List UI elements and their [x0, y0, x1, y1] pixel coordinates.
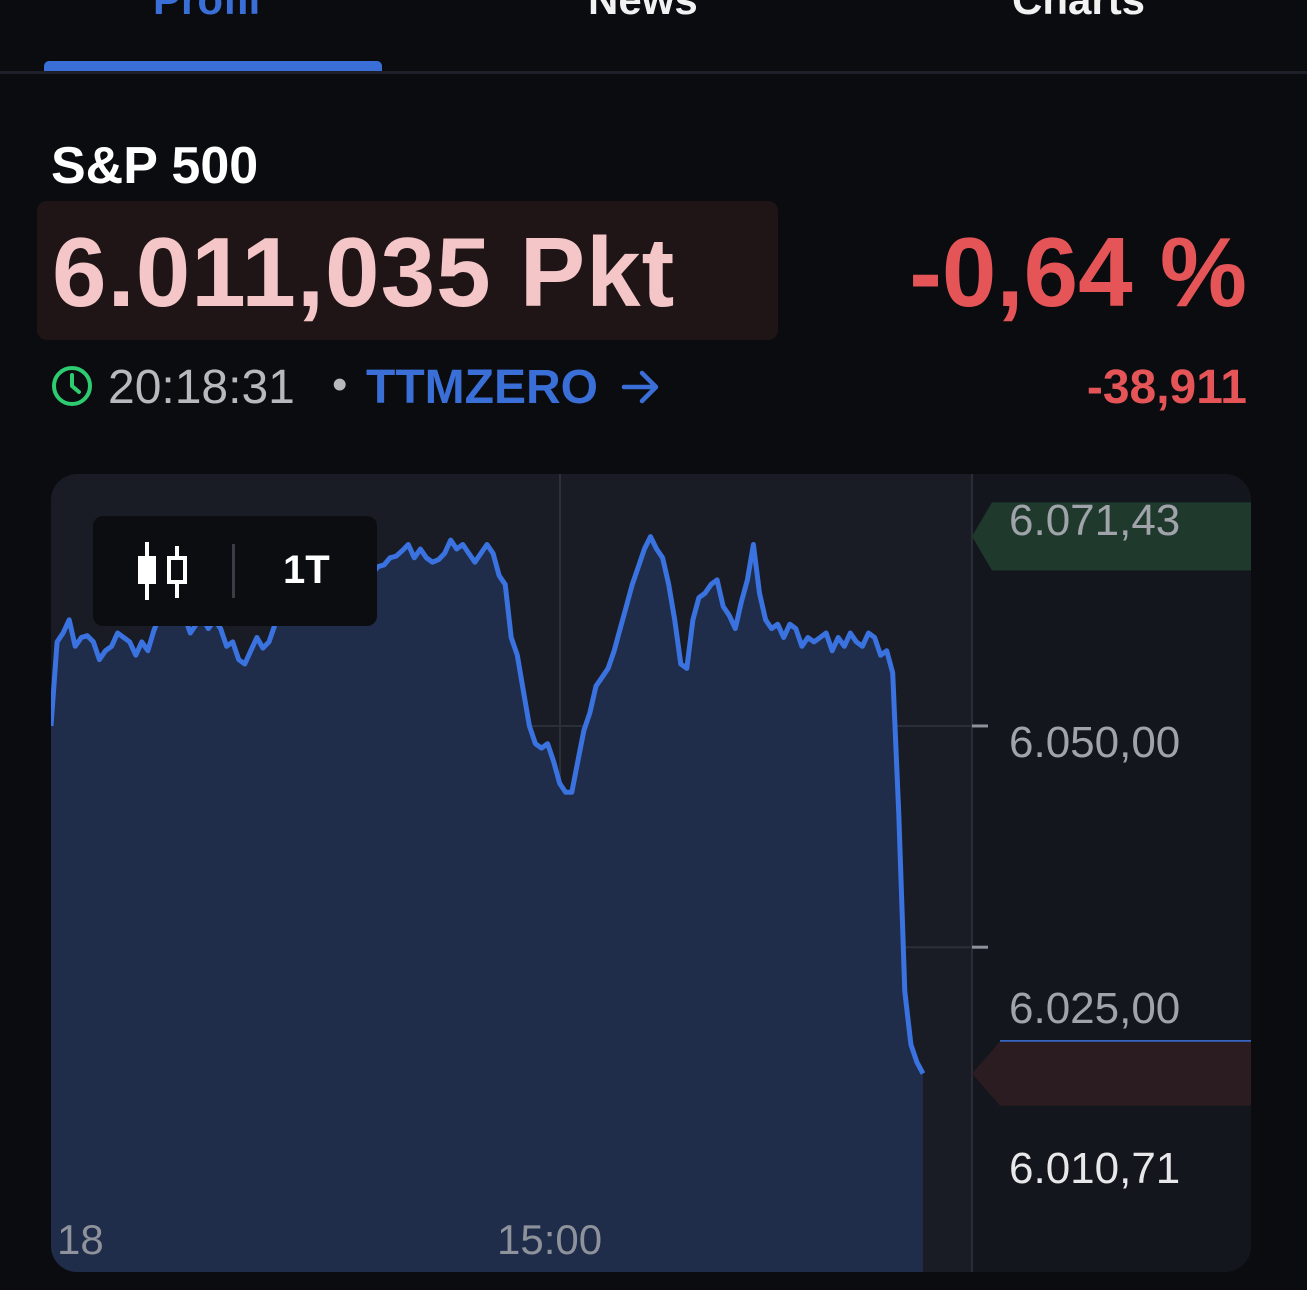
tab-news[interactable]: News [588, 0, 698, 24]
series-area [51, 536, 923, 1272]
separator-dot: • [332, 360, 348, 409]
tab-charts[interactable]: Charts [1012, 0, 1145, 24]
interval-selector[interactable]: 1T [283, 548, 330, 592]
x-tick-label-18: 18 [57, 1216, 104, 1263]
last-price-label: 6.010,71 [1009, 1144, 1181, 1193]
price-highlight [37, 201, 778, 340]
last-price-tag [972, 1041, 1251, 1106]
y-tick-label-6050: 6.050,00 [1009, 718, 1181, 767]
tab-profil[interactable]: Profil [153, 0, 260, 24]
data-source-link[interactable]: TTMZERO [366, 361, 598, 414]
chart-toolbar: 1T [93, 516, 377, 626]
price-axis-background [972, 474, 1251, 1272]
high-price-label: 6.071,43 [1009, 496, 1181, 545]
arrow-right-icon[interactable] [618, 364, 664, 410]
change-absolute: -38,911 [1086, 361, 1247, 414]
high-price-tag [972, 502, 1251, 571]
price-chart[interactable]: 1T 6.071,43 6.050,00 6.025,00 6.010,71 1… [51, 474, 1251, 1272]
change-percent: -0,64 % [909, 217, 1247, 327]
clock-icon [52, 366, 92, 406]
active-tab-indicator [44, 61, 382, 71]
chart-canvas [51, 474, 1251, 1272]
toolbar-divider [232, 544, 235, 598]
x-tick-label-1500: 15:00 [497, 1216, 603, 1263]
candlestick-icon[interactable] [131, 540, 195, 602]
current-price: 6.011,035 Pkt [52, 217, 676, 327]
tab-divider [0, 71, 1307, 74]
tab-bar: Profil News Charts [0, 0, 1307, 74]
instrument-name: S&P 500 [51, 137, 259, 195]
y-tick-label-6025: 6.025,00 [1009, 984, 1181, 1033]
quote-time: 20:18:31 [108, 361, 295, 414]
